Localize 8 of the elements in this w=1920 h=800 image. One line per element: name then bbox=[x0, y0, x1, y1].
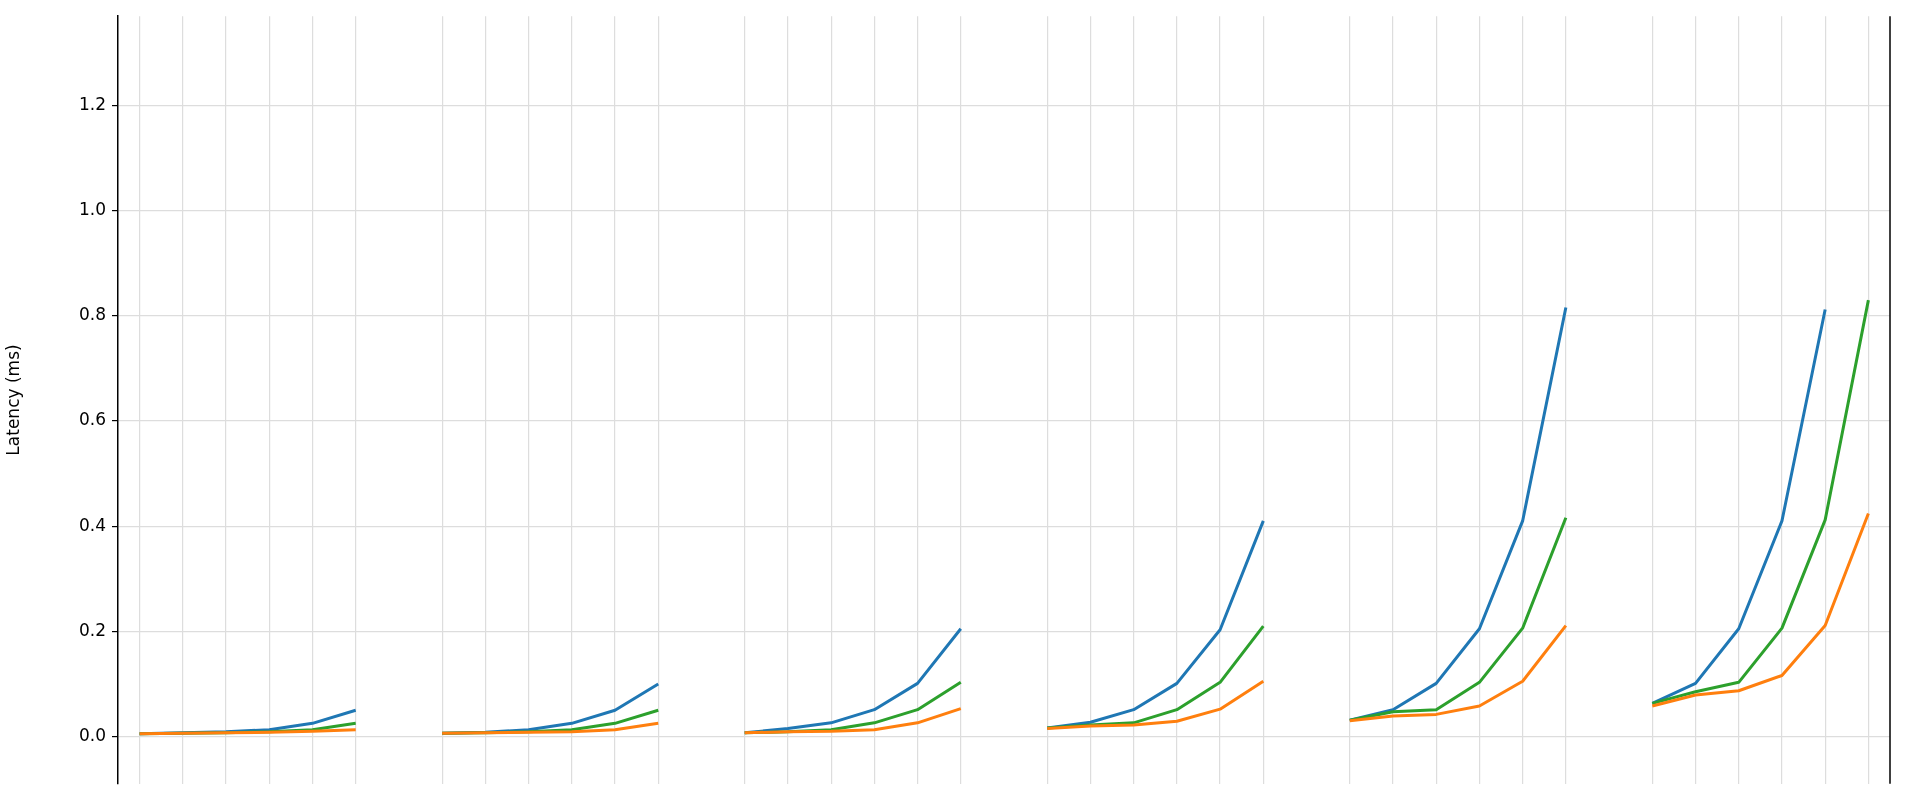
y-tick-label: 0.8 bbox=[78, 304, 106, 325]
y-tick-label: 0.4 bbox=[78, 514, 106, 535]
y-axis-title: Latency (ms) bbox=[2, 344, 23, 456]
y-tick-label: 1.0 bbox=[78, 199, 106, 220]
y-tick-label: 0.6 bbox=[78, 409, 106, 430]
y-tick-label: 0.2 bbox=[78, 619, 106, 640]
y-tick-label: 0.0 bbox=[78, 724, 106, 745]
y-tick-label: 1.2 bbox=[78, 94, 106, 114]
